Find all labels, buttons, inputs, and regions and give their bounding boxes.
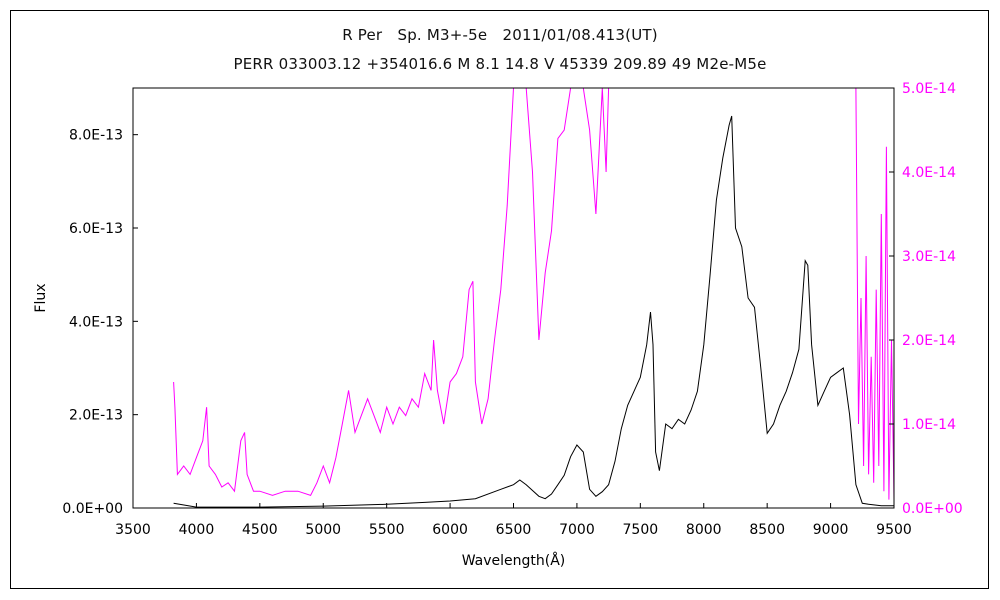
x-tick-label-6: 6500 — [496, 522, 532, 538]
x-tick-label-0: 3500 — [115, 522, 151, 538]
y-right-tick-label-2: 2.0E-14 — [902, 333, 956, 349]
y-left-tick-label-1: 2.0E-13 — [69, 408, 123, 424]
y-left-tick-label-0: 0.0E+00 — [62, 501, 123, 517]
y-right-tick-label-5: 5.0E-14 — [902, 81, 956, 97]
x-tick-label-10: 8500 — [749, 522, 785, 538]
x-axis-label: Wavelength(Å) — [462, 552, 566, 569]
x-tick-label-8: 7500 — [623, 522, 659, 538]
x-tick-label-4: 5500 — [369, 522, 405, 538]
plot-area-border — [132, 87, 895, 509]
x-tick-label-12: 9500 — [876, 522, 912, 538]
y-right-tick-label-4: 4.0E-14 — [902, 165, 956, 181]
y-axis-label: Flux — [33, 283, 49, 312]
x-tick-label-5: 6000 — [432, 522, 468, 538]
chart-frame — [10, 10, 989, 589]
x-tick-label-9: 8000 — [686, 522, 722, 538]
series-line-1 — [173, 87, 610, 497]
x-tick-label-11: 9000 — [813, 522, 849, 538]
y-right-tick-label-0: 0.0E+00 — [902, 501, 963, 517]
y-left-tick-label-3: 6.0E-13 — [69, 221, 123, 237]
x-tick-label-3: 5000 — [305, 522, 341, 538]
series-line-2 — [855, 87, 895, 500]
y-right-tick-label-3: 3.0E-14 — [902, 249, 956, 265]
y-left-tick-label-2: 4.0E-13 — [69, 314, 123, 330]
y-left-tick-label-4: 8.0E-13 — [69, 128, 123, 144]
chart-subtitle: PERR 033003.12 +354016.6 M 8.1 14.8 V 45… — [233, 55, 767, 73]
x-tick-label-7: 7000 — [559, 522, 595, 538]
chart-title: R Per Sp. M3+-5e 2011/01/08.413(UT) — [342, 26, 658, 44]
series-line-0 — [173, 115, 894, 508]
x-tick-label-2: 4500 — [242, 522, 278, 538]
y-right-tick-label-1: 1.0E-14 — [902, 417, 956, 433]
x-tick-label-1: 4000 — [179, 522, 215, 538]
